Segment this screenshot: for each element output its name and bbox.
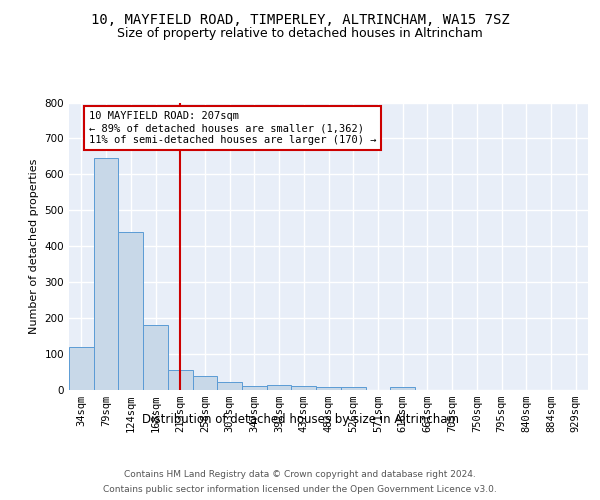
Bar xyxy=(69,347,94,390)
Bar xyxy=(193,376,217,390)
Bar xyxy=(341,388,365,390)
Bar xyxy=(292,386,316,390)
Text: Size of property relative to detached houses in Altrincham: Size of property relative to detached ho… xyxy=(117,28,483,40)
Bar xyxy=(390,387,415,390)
Bar xyxy=(316,387,341,390)
Bar xyxy=(143,326,168,390)
Bar xyxy=(267,386,292,390)
Bar xyxy=(242,386,267,390)
Text: Contains public sector information licensed under the Open Government Licence v3: Contains public sector information licen… xyxy=(103,485,497,494)
Bar xyxy=(168,370,193,390)
Bar xyxy=(118,232,143,390)
Text: Contains HM Land Registry data © Crown copyright and database right 2024.: Contains HM Land Registry data © Crown c… xyxy=(124,470,476,479)
Y-axis label: Number of detached properties: Number of detached properties xyxy=(29,158,39,334)
Text: 10, MAYFIELD ROAD, TIMPERLEY, ALTRINCHAM, WA15 7SZ: 10, MAYFIELD ROAD, TIMPERLEY, ALTRINCHAM… xyxy=(91,12,509,26)
Text: 10 MAYFIELD ROAD: 207sqm
← 89% of detached houses are smaller (1,362)
11% of sem: 10 MAYFIELD ROAD: 207sqm ← 89% of detach… xyxy=(89,112,376,144)
Bar xyxy=(217,382,242,390)
Bar xyxy=(94,158,118,390)
Text: Distribution of detached houses by size in Altrincham: Distribution of detached houses by size … xyxy=(142,412,458,426)
